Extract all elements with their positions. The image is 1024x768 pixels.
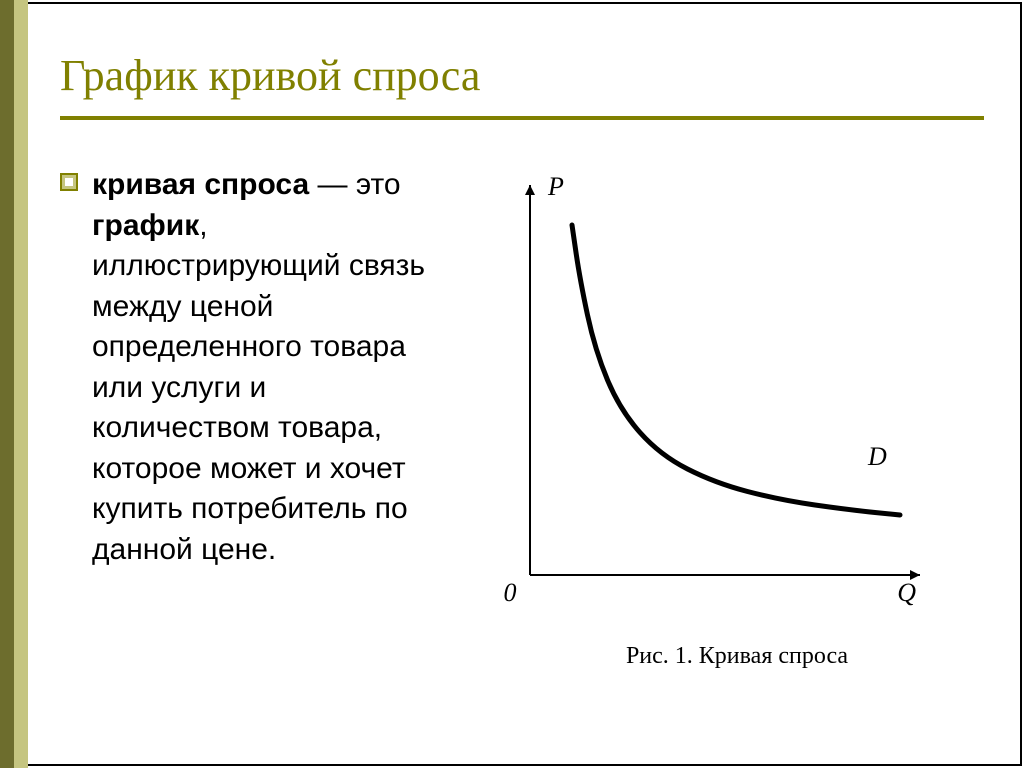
- side-band-dark: [0, 0, 14, 768]
- svg-text:0: 0: [504, 578, 517, 607]
- svg-text:D: D: [867, 442, 887, 471]
- chart-column: P Q 0 D Рис. 1. Кривая спроса: [480, 165, 994, 670]
- svg-text:P: P: [547, 172, 564, 201]
- body-paragraph: кривая спроса — это график, иллюстрирующ…: [92, 165, 450, 570]
- title-underline: [60, 116, 984, 120]
- body-row: кривая спроса — это график, иллюстрирующ…: [60, 165, 994, 670]
- bullet-icon: [60, 173, 78, 191]
- chart-caption: Рис. 1. Кривая спроса: [480, 643, 994, 670]
- side-band-light: [14, 0, 28, 768]
- slide-title: График кривой спроса: [60, 50, 480, 101]
- text-column: кривая спроса — это график, иллюстрирующ…: [60, 165, 450, 670]
- demand-curve-chart: P Q 0 D: [480, 165, 940, 625]
- svg-text:Q: Q: [897, 578, 916, 607]
- bullet-block: кривая спроса — это график, иллюстрирующ…: [60, 165, 450, 570]
